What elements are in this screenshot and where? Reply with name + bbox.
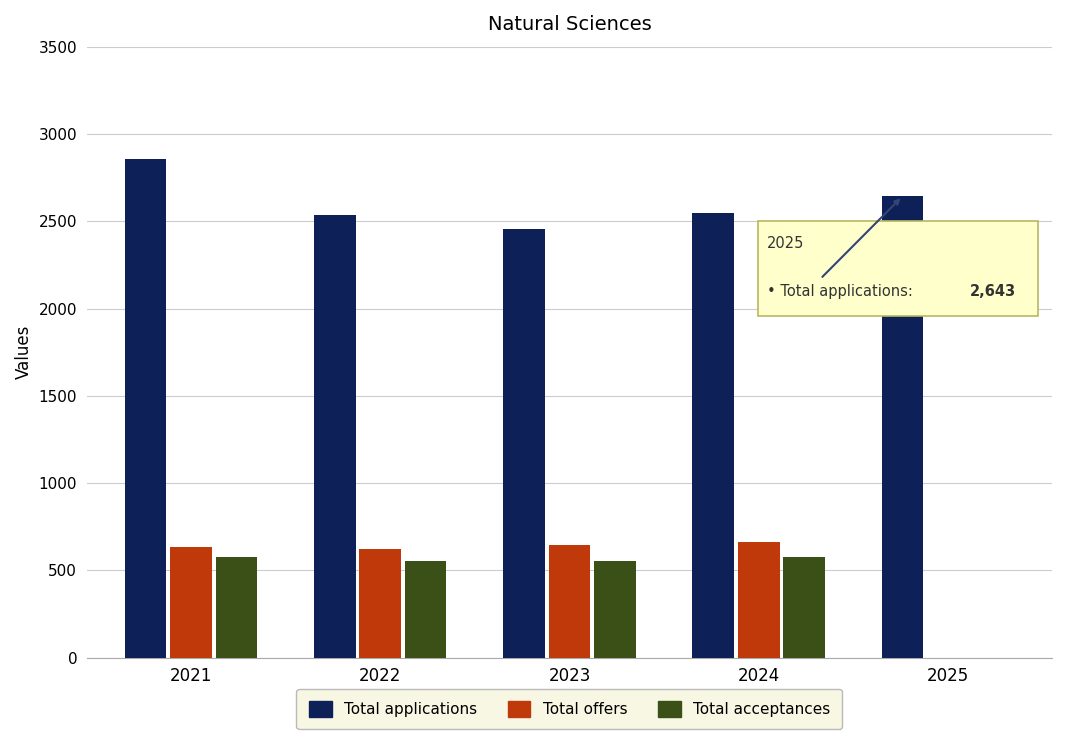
Bar <box>692 213 734 658</box>
Bar <box>360 548 401 658</box>
Bar <box>404 561 446 658</box>
Legend: Total applications, Total offers, Total acceptances: Total applications, Total offers, Total … <box>297 689 843 729</box>
Bar <box>783 557 825 658</box>
Bar <box>594 561 636 658</box>
Text: • Total applications:: • Total applications: <box>767 284 913 299</box>
Bar <box>170 547 211 658</box>
Bar <box>314 215 355 658</box>
Text: 2025: 2025 <box>767 236 805 251</box>
FancyBboxPatch shape <box>758 221 1037 316</box>
Y-axis label: Values: Values <box>15 325 33 379</box>
Bar <box>881 197 923 658</box>
Title: Natural Sciences: Natural Sciences <box>488 15 651 34</box>
Bar <box>125 159 166 658</box>
Text: 2,643: 2,643 <box>970 284 1016 299</box>
Bar <box>738 542 780 658</box>
Bar <box>504 229 545 658</box>
Bar <box>548 545 590 658</box>
Bar <box>216 557 257 658</box>
